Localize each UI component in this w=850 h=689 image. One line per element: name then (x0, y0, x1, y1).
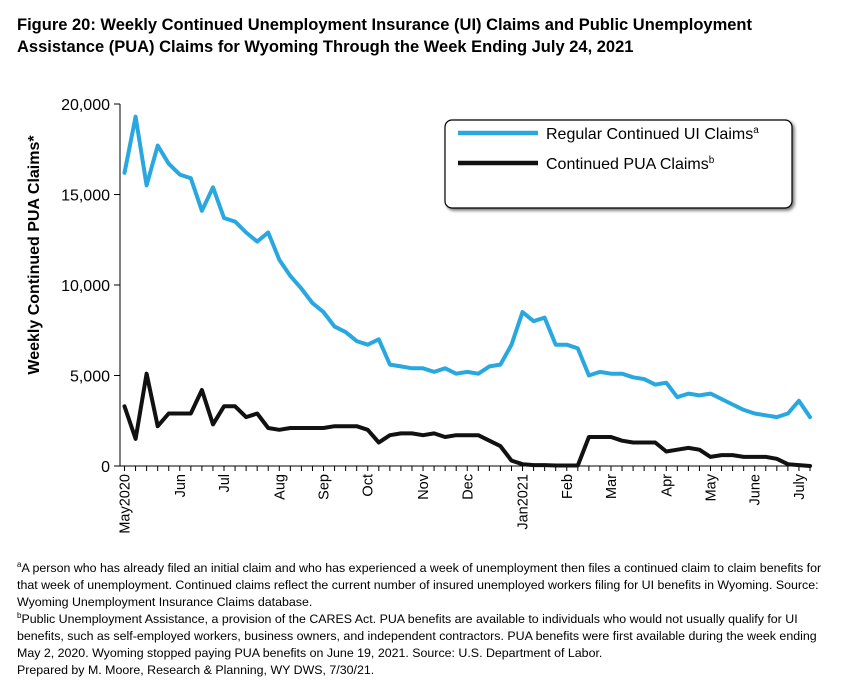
y-tick-label: 20,000 (61, 97, 110, 114)
legend-box (444, 119, 793, 209)
y-axis-label: Weekly Continued PUA Claims* (26, 135, 43, 375)
x-tick-label: Dec (460, 474, 476, 500)
footnote-b: bPublic Unemployment Assistance, a provi… (17, 611, 837, 662)
legend-label: Regular Continued UI Claimsa (546, 125, 759, 143)
x-tick-label: July (792, 473, 808, 500)
x-tick-label: May2020 (118, 474, 134, 534)
x-tick-label: Mar (604, 474, 620, 499)
figure-title-line-1: Figure 20: Weekly Continued Unemployment… (17, 16, 752, 34)
x-tick-label: Jun (173, 474, 189, 497)
footnote-a: aA person who has already filed an initi… (17, 560, 837, 611)
y-tick-label: 5,000 (70, 369, 110, 386)
footnote-a-marker: a (17, 559, 22, 569)
series-line (122, 114, 812, 420)
footnote-b-text: Public Unemployment Assistance, a provis… (17, 612, 817, 660)
chart-legend: Regular Continued UI Claimsa Continued PU… (444, 119, 793, 209)
figure-title: Figure 20: Weekly Continued Unemployment… (17, 14, 837, 58)
y-tick-label: 0 (101, 459, 110, 476)
series-line (122, 371, 812, 468)
series-lines (122, 114, 812, 468)
line-chart: 0 5,000 10,000 15,000 20,000 May2020 Jun Jul Au… (26, 97, 812, 534)
x-tick-label: Feb (560, 474, 576, 499)
x-tick-label: May (703, 473, 719, 501)
x-tick-label: Nov (416, 473, 432, 500)
x-tick-label: Jan2021 (516, 474, 532, 530)
x-tick-label: Oct (361, 474, 377, 497)
x-tick-label: Jul (217, 474, 233, 493)
x-tick-label: Sep (317, 474, 333, 500)
x-tick-label: Apr (659, 474, 675, 497)
figure-title-line-2: Assistance (PUA) Claims for Wyoming Thro… (17, 38, 634, 56)
footnote-a-text: A person who has already filed an initia… (17, 561, 822, 609)
footnotes: aA person who has already filed an initi… (17, 560, 837, 679)
legend-label: Continued PUA Claimsb (546, 155, 715, 173)
x-axis-ticks: May2020 Jun Jul Aug Sep Oct Nov Dec Jan2021 Feb Ma… (118, 466, 811, 534)
y-axis-ticks: 0 5,000 10,000 15,000 20,000 (61, 97, 120, 476)
y-tick-label: 15,000 (61, 188, 110, 205)
x-tick-label: Aug (272, 474, 288, 500)
x-tick-label: June (748, 474, 764, 505)
footnote-b-marker: b (17, 610, 22, 620)
y-tick-label: 10,000 (61, 278, 110, 295)
prepared-by: Prepared by M. Moore, Research & Plannin… (17, 663, 375, 677)
